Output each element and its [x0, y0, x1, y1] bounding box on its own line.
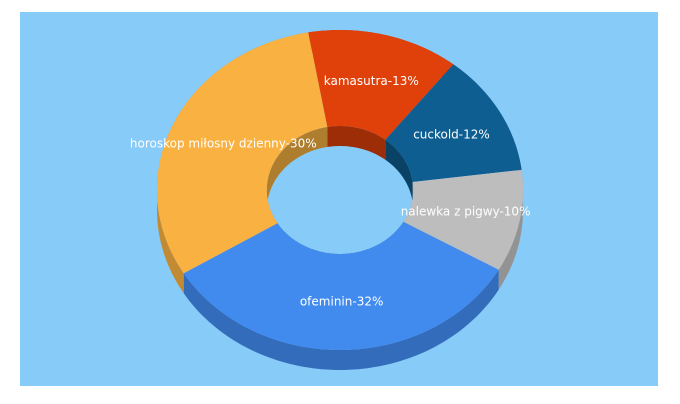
slice-label: nalewka z pigwy-10%	[401, 205, 531, 219]
slice	[403, 169, 523, 270]
slice-inner-side	[385, 139, 413, 202]
slice	[385, 64, 522, 182]
slice	[157, 32, 328, 274]
slice-inner-side	[266, 126, 328, 244]
slice-label: ofeminin-32%	[300, 294, 384, 308]
slice-inner-side	[327, 126, 386, 160]
slice	[183, 221, 499, 350]
slice-outer-side	[498, 169, 523, 290]
slice-label: horoskop miłosny dzienny-30%	[130, 136, 317, 150]
slice-outer-side	[183, 269, 499, 370]
slice	[308, 30, 454, 140]
slice-label: cuckold-12%	[413, 127, 490, 141]
slice-label: kamasutra-13%	[324, 74, 419, 88]
